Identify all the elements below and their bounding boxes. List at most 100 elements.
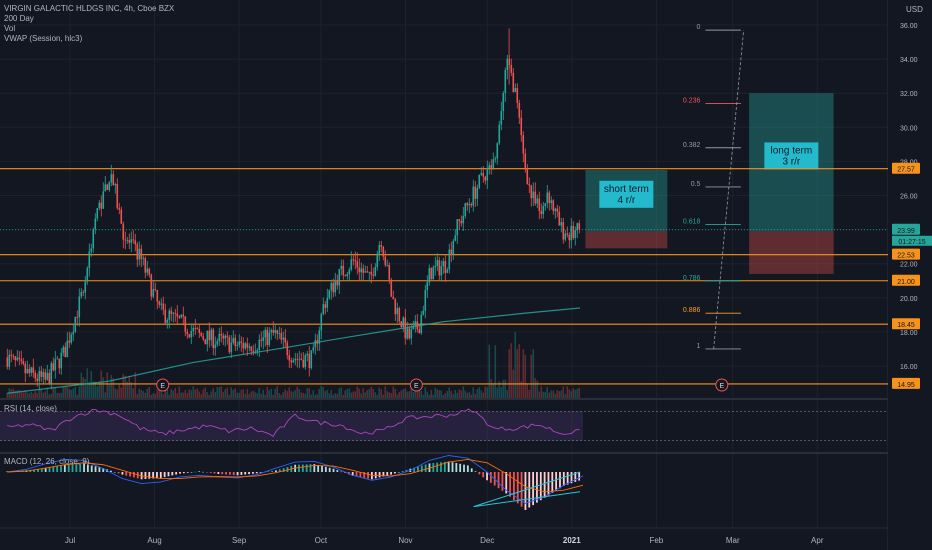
candle-body — [146, 268, 149, 273]
price-tag[interactable] — [892, 274, 920, 286]
macd-histogram-bar — [221, 472, 224, 475]
volume-bar — [486, 387, 489, 398]
macd-histogram-bar — [390, 472, 392, 475]
candle-body — [52, 363, 55, 371]
macd-histogram-bar — [301, 464, 304, 472]
vwap-polyline — [7, 307, 581, 394]
macd-histogram-bar — [282, 468, 285, 472]
macd-trend-line[interactable] — [473, 471, 581, 508]
candle-body — [426, 282, 429, 291]
volume-bar — [136, 394, 139, 398]
candle-body — [36, 378, 39, 381]
macd-histogram-bar — [420, 465, 423, 472]
candle-body — [412, 325, 415, 330]
macd-trend-line[interactable] — [473, 491, 581, 508]
horizontal-levels[interactable] — [0, 168, 888, 385]
fibonacci-extension[interactable]: 0 0.236 0.382 0.5 0.618 0.786 0.886 1 — [683, 24, 745, 350]
time-tick-label: Sep — [232, 536, 247, 545]
volume-bar — [350, 392, 353, 398]
volume-bar — [572, 388, 575, 398]
candle-body — [392, 296, 395, 300]
volume-bar — [510, 343, 513, 398]
earnings-letter: E — [414, 383, 419, 390]
volume-bar — [514, 332, 517, 398]
candle-body — [342, 265, 345, 276]
price-tag[interactable] — [892, 377, 920, 389]
candle-body — [122, 223, 125, 240]
fib-level-label: 0.886 — [683, 307, 701, 314]
volume-bar — [402, 389, 405, 398]
candle-body — [316, 340, 319, 344]
candle-body — [278, 333, 281, 334]
volume-bar — [164, 389, 167, 398]
symbol-title[interactable]: VIRGIN GALACTIC HLDGS INC, 4h, Cboe BZX — [4, 4, 175, 13]
fib-trend-line[interactable] — [713, 30, 745, 349]
price-tag[interactable] — [892, 162, 920, 174]
volume-bar — [522, 349, 525, 398]
candle-body — [368, 271, 371, 273]
macd-histogram-bar — [539, 472, 542, 501]
indicator-200-day[interactable]: 200 Day — [4, 14, 34, 23]
indicator-vol[interactable]: Vol — [4, 24, 16, 33]
earnings-circle[interactable] — [409, 378, 423, 392]
earnings-circle[interactable] — [156, 378, 170, 392]
volume-bar — [374, 392, 377, 398]
macd-histogram-bar — [182, 472, 185, 474]
volume-bar — [70, 389, 73, 398]
volume-bar — [270, 388, 273, 398]
candle-body — [138, 248, 141, 260]
macd-histogram-bar — [163, 472, 166, 478]
volume-bar — [294, 390, 297, 398]
candle-body — [292, 360, 295, 363]
candle-body — [294, 358, 297, 361]
candle-body — [456, 219, 459, 236]
volume-bar — [60, 392, 63, 398]
price-tag[interactable] — [892, 248, 920, 260]
candle-body — [500, 111, 503, 125]
macd-legend[interactable]: MACD (12, 26, close, 9) — [4, 457, 90, 466]
macd-histogram-bar — [528, 472, 531, 508]
macd-histogram-bar — [248, 472, 250, 475]
volume-bar — [22, 392, 25, 398]
volume-bar — [452, 394, 455, 398]
position-stop-zone[interactable] — [585, 231, 668, 249]
time-axis[interactable]: Jul Aug Sep Oct Nov Dec 2021 Feb Mar Apr — [65, 536, 824, 545]
earnings-marker[interactable]: E — [156, 378, 170, 392]
macd-histogram-bar — [447, 461, 450, 472]
price-tag[interactable] — [892, 223, 920, 235]
macd-histogram-bar — [175, 472, 178, 475]
candle-body — [512, 72, 515, 93]
candle-body — [46, 373, 49, 380]
volume-bar — [372, 388, 375, 398]
volume-bar — [190, 390, 193, 398]
indicator-vwap[interactable]: VWAP (Session, hlc3) — [4, 34, 83, 43]
earnings-marker[interactable]: E — [715, 378, 729, 392]
candle-body — [478, 174, 481, 188]
volume-bar — [550, 390, 553, 398]
candle-body — [72, 331, 75, 335]
macd-histogram-bar — [436, 462, 439, 472]
candle-body — [188, 334, 191, 338]
volume-bar — [412, 391, 415, 398]
rsi-legend[interactable]: RSI (14, close) — [4, 404, 57, 413]
position-stop-zone[interactable] — [749, 231, 834, 274]
price-tag[interactable] — [892, 318, 920, 330]
earnings-circle[interactable] — [715, 378, 729, 392]
volume-bar — [246, 389, 249, 398]
macd-histogram-bar — [424, 464, 427, 472]
price-axis[interactable]: 16.0018.0020.0022.0024.0026.0028.0030.00… — [888, 0, 932, 550]
candle-body — [182, 314, 185, 317]
volume-bar — [96, 386, 99, 398]
volume-bar — [518, 344, 521, 398]
candle-body — [372, 274, 375, 276]
candle-body — [236, 345, 239, 347]
macd-histogram-bar — [232, 472, 235, 476]
candle-body — [486, 168, 489, 181]
volume-bar — [438, 390, 441, 398]
candle-body — [444, 261, 447, 273]
earnings-marker[interactable]: E — [409, 378, 423, 392]
